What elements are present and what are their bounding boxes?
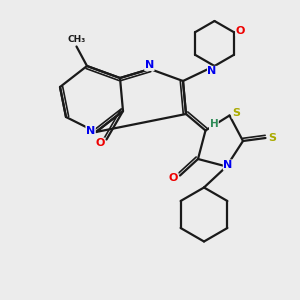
Text: N: N [208,66,217,76]
Text: S: S [268,133,276,143]
Text: H: H [209,119,218,130]
Text: N: N [86,125,95,136]
Text: N: N [145,60,154,70]
Text: CH₃: CH₃ [68,35,85,44]
Text: O: O [236,26,245,36]
Text: S: S [232,108,240,118]
Text: O: O [95,138,105,148]
Text: O: O [169,173,178,183]
Text: N: N [224,160,232,170]
